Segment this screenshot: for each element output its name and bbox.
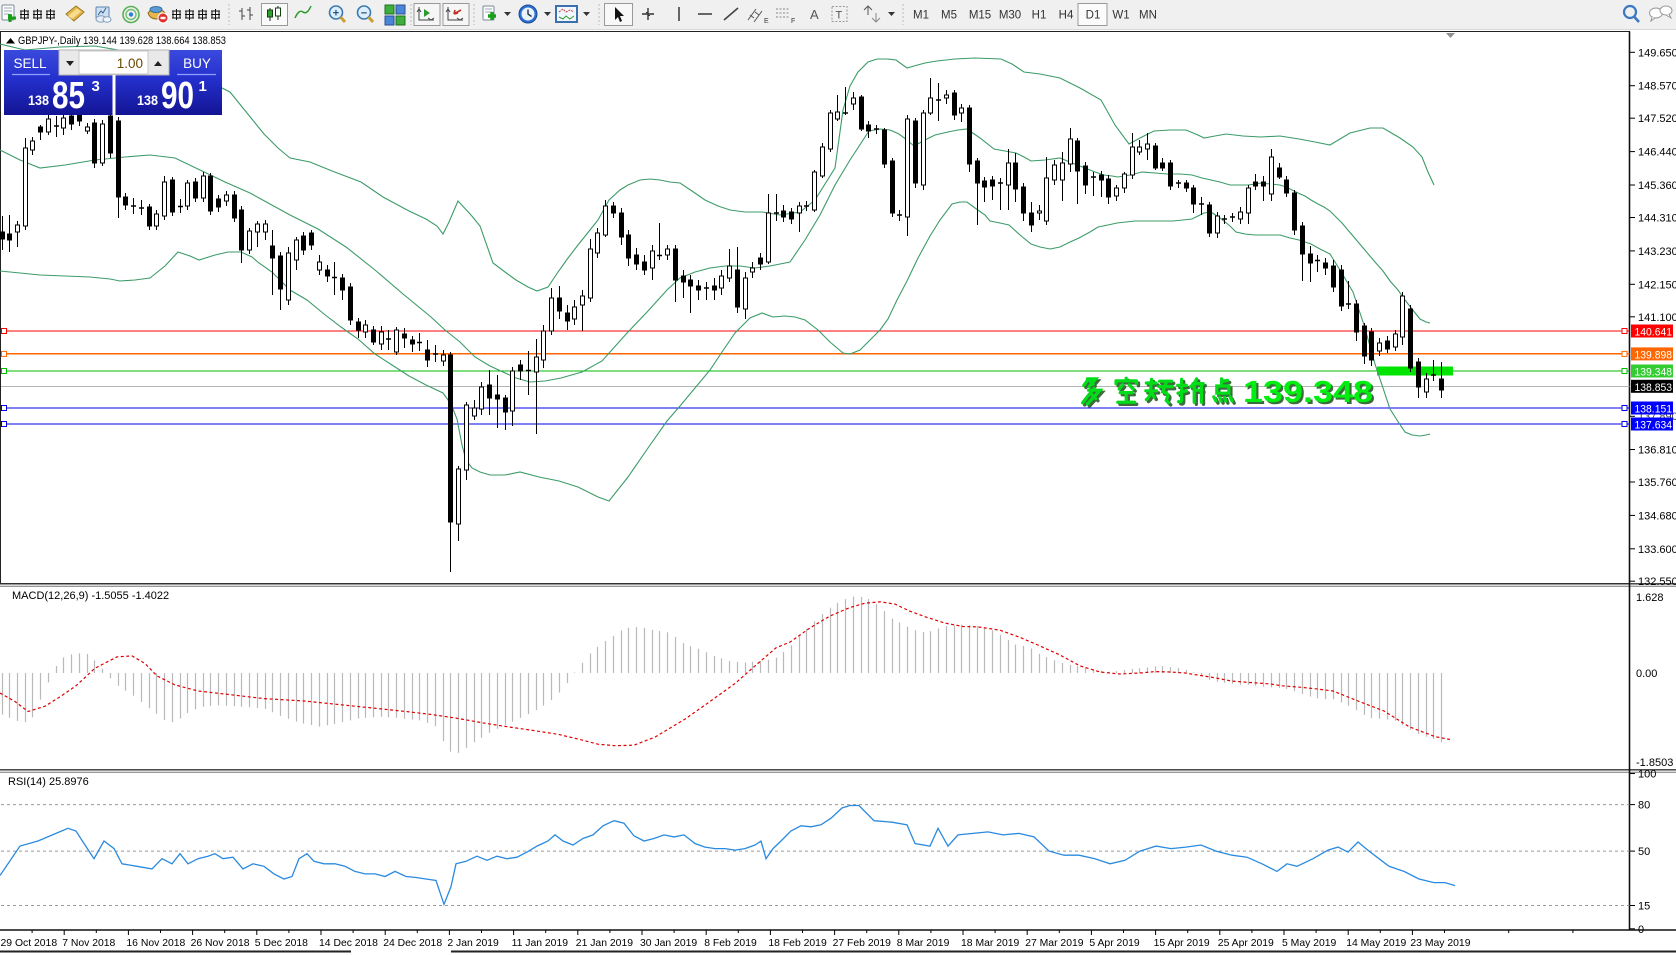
svg-text:138.853: 138.853: [1635, 382, 1673, 394]
svg-text:16 Nov 2018: 16 Nov 2018: [126, 938, 185, 949]
svg-text:0.00: 0.00: [1636, 668, 1657, 680]
svg-text:15 Apr 2019: 15 Apr 2019: [1154, 938, 1210, 949]
svg-text:138: 138: [137, 92, 158, 108]
svg-text:139.348: 139.348: [1243, 374, 1373, 409]
svg-text:50: 50: [1638, 846, 1650, 858]
svg-text:80: 80: [1638, 800, 1650, 812]
svg-text:GBPJPY-,Daily 139.144 139.628: GBPJPY-,Daily 139.144 139.628 138.664 13…: [18, 35, 226, 47]
svg-text:BUY: BUY: [183, 56, 211, 71]
svg-text:142.150: 142.150: [1638, 279, 1676, 291]
svg-text:11 Jan 2019: 11 Jan 2019: [512, 938, 569, 949]
svg-text:M15: M15: [969, 10, 991, 22]
svg-text:15: 15: [1638, 901, 1650, 913]
svg-text:7 Nov 2018: 7 Nov 2018: [62, 938, 115, 949]
svg-text:139.348: 139.348: [1245, 376, 1375, 411]
svg-text:100: 100: [1638, 769, 1656, 781]
svg-text:30 Jan 2019: 30 Jan 2019: [640, 938, 697, 949]
svg-text:18 Mar 2019: 18 Mar 2019: [961, 938, 1020, 949]
svg-text:139.348: 139.348: [1635, 367, 1673, 379]
svg-text:90: 90: [161, 75, 194, 117]
svg-text:23 May 2019: 23 May 2019: [1410, 938, 1470, 949]
svg-text:21 Jan 2019: 21 Jan 2019: [576, 938, 633, 949]
svg-text:1: 1: [199, 78, 207, 95]
svg-text:136.810: 136.810: [1638, 445, 1676, 457]
svg-text:3: 3: [92, 78, 100, 95]
svg-text:D1: D1: [1086, 10, 1101, 22]
svg-text:135.760: 135.760: [1638, 477, 1676, 489]
svg-text:140.641: 140.641: [1635, 327, 1673, 339]
svg-text:W1: W1: [1112, 10, 1129, 22]
svg-text:E: E: [764, 18, 769, 25]
svg-text:29 Oct 2018: 29 Oct 2018: [1, 938, 58, 949]
svg-text:M1: M1: [913, 10, 929, 22]
svg-text:H4: H4: [1059, 10, 1074, 22]
svg-text:SELL: SELL: [13, 56, 47, 71]
svg-text:143.230: 143.230: [1638, 246, 1676, 258]
svg-text:138.151: 138.151: [1635, 404, 1673, 416]
svg-text:T: T: [836, 10, 843, 22]
svg-text:134.680: 134.680: [1638, 510, 1676, 522]
svg-text:149.650: 149.650: [1638, 47, 1676, 59]
svg-text:MACD(12,26,9) -1.5055 -1.4022: MACD(12,26,9) -1.5055 -1.4022: [12, 590, 169, 602]
svg-text:2 Jan 2019: 2 Jan 2019: [447, 938, 499, 949]
svg-text:85: 85: [52, 75, 85, 117]
svg-text:24 Dec 2018: 24 Dec 2018: [383, 938, 442, 949]
svg-text:RSI(14) 25.8976: RSI(14) 25.8976: [8, 776, 89, 788]
svg-text:H1: H1: [1032, 10, 1047, 22]
svg-text:1.628: 1.628: [1636, 592, 1664, 604]
svg-text:A: A: [810, 7, 819, 22]
svg-text:137.634: 137.634: [1635, 420, 1673, 432]
svg-text:F: F: [791, 18, 795, 25]
svg-text:145.360: 145.360: [1638, 180, 1676, 192]
svg-text:147.520: 147.520: [1638, 113, 1676, 125]
svg-text:M5: M5: [941, 10, 957, 22]
svg-text:14 May 2019: 14 May 2019: [1346, 938, 1406, 949]
svg-text:MN: MN: [1139, 10, 1157, 22]
svg-text:5 May 2019: 5 May 2019: [1282, 938, 1337, 949]
svg-text:0: 0: [1638, 924, 1644, 936]
svg-text:138: 138: [28, 92, 49, 108]
svg-text:139.898: 139.898: [1635, 349, 1673, 361]
svg-text:133.600: 133.600: [1638, 544, 1676, 556]
svg-text:132.550: 132.550: [1638, 576, 1676, 588]
svg-text:144.310: 144.310: [1638, 213, 1676, 225]
svg-text:+: +: [333, 8, 339, 20]
svg-text:18 Feb 2019: 18 Feb 2019: [768, 938, 827, 949]
svg-text:141.100: 141.100: [1638, 312, 1676, 324]
svg-text:8 Mar 2019: 8 Mar 2019: [897, 938, 950, 949]
svg-text:25 Apr 2019: 25 Apr 2019: [1218, 938, 1274, 949]
svg-text:1.00: 1.00: [117, 56, 143, 71]
svg-text:14 Dec 2018: 14 Dec 2018: [319, 938, 378, 949]
svg-text:26 Nov 2018: 26 Nov 2018: [191, 938, 250, 949]
svg-text:−: −: [361, 8, 367, 20]
svg-text:5 Apr 2019: 5 Apr 2019: [1089, 938, 1139, 949]
svg-text:146.440: 146.440: [1638, 147, 1676, 159]
svg-text:148.570: 148.570: [1638, 81, 1676, 93]
svg-text:5 Dec 2018: 5 Dec 2018: [255, 938, 308, 949]
svg-text:8 Feb 2019: 8 Feb 2019: [704, 938, 757, 949]
svg-text:M30: M30: [999, 10, 1021, 22]
svg-text:27 Feb 2019: 27 Feb 2019: [833, 938, 892, 949]
svg-text:27 Mar 2019: 27 Mar 2019: [1025, 938, 1084, 949]
svg-text:-1.8503: -1.8503: [1636, 757, 1673, 769]
